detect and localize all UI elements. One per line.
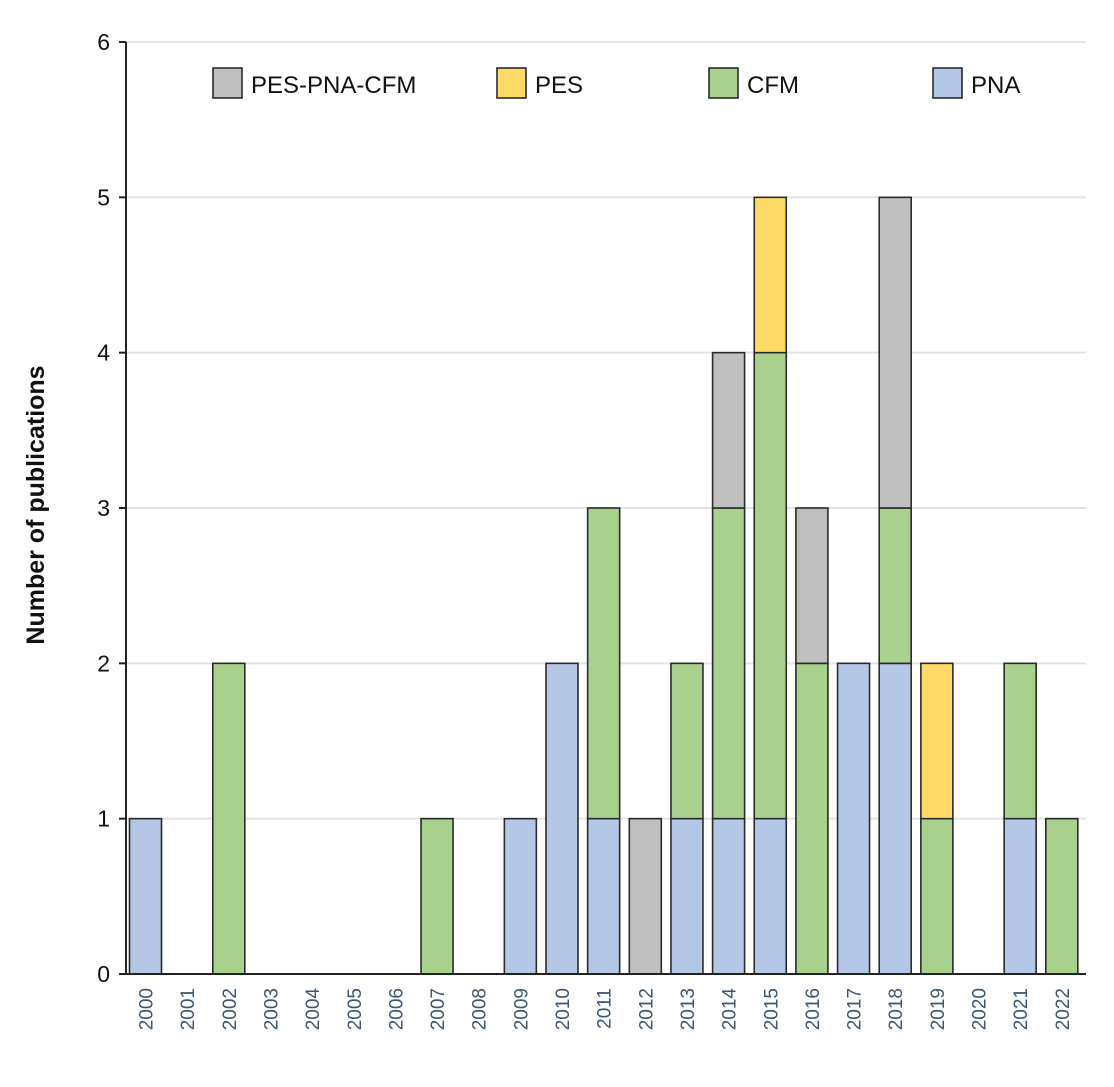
bar-2019-pes xyxy=(920,662,954,820)
bar-2015-pna xyxy=(753,817,788,975)
legend-swatch-pna xyxy=(932,67,963,99)
x-tick-label-2019: 2019 xyxy=(928,988,949,1030)
x-tick-label-2016: 2016 xyxy=(803,988,824,1030)
bar-2018-pna xyxy=(878,662,913,975)
x-tick-label-2021: 2021 xyxy=(1011,988,1032,1030)
x-tick-label-2011: 2011 xyxy=(595,988,616,1029)
x-tick-label-2007: 2007 xyxy=(428,988,449,1030)
x-tick-label-2013: 2013 xyxy=(678,988,699,1030)
bar-2016-cfm xyxy=(795,662,829,975)
x-tick-label-2014: 2014 xyxy=(720,988,741,1031)
legend-label-pna: PNA xyxy=(971,72,1020,99)
x-tick-label-2022: 2022 xyxy=(1053,988,1074,1030)
y-tick-label-5: 5 xyxy=(97,184,110,210)
x-tick-labels: 2000 2001 2002 2003 2004 2005 2006 2007 2008 2009… xyxy=(137,988,1074,1031)
x-tick-label-2009: 2009 xyxy=(511,988,532,1030)
legend-swatch-cfm xyxy=(708,67,739,99)
bar-2002-cfm xyxy=(212,662,246,975)
bar-2009-pna xyxy=(503,817,538,975)
x-tick-label-2015: 2015 xyxy=(761,988,782,1030)
legend-item-pes-pna-cfm: PES-PNA-CFM xyxy=(212,67,416,99)
x-tick-label-2003: 2003 xyxy=(261,988,282,1030)
bar-2022-cfm xyxy=(1045,817,1079,975)
bar-2000-pna xyxy=(128,817,163,975)
bar-2016-pes-pna-cfm xyxy=(795,507,829,665)
legend-item-pna: PNA xyxy=(932,67,1020,99)
legend-swatch-pes xyxy=(496,67,527,99)
bar-2014-cfm xyxy=(711,507,746,820)
legend-item-pes: PES xyxy=(496,67,583,99)
x-tick-label-2006: 2006 xyxy=(386,988,407,1030)
bar-2010-pna xyxy=(545,662,579,975)
x-tick-label-2010: 2010 xyxy=(553,988,574,1030)
bar-2018-cfm xyxy=(878,507,913,665)
bar-2018-pes-pna-cfm xyxy=(878,196,913,509)
x-tick-label-2001: 2001 xyxy=(178,988,199,1030)
bar-2021-cfm xyxy=(1003,662,1037,820)
bar-2007-cfm xyxy=(420,817,454,975)
x-tick-label-2012: 2012 xyxy=(636,988,657,1030)
legend-swatch-pes-pna-cfm xyxy=(212,67,243,99)
bar-2013-cfm xyxy=(670,662,704,820)
y-tick-label-4: 4 xyxy=(97,340,110,366)
bar-2014-pes-pna-cfm xyxy=(711,351,746,509)
bar-2014-pna xyxy=(711,817,746,975)
y-tick-label-3: 3 xyxy=(97,495,110,521)
bar-2017-pna xyxy=(836,662,871,975)
bar-2011-pna xyxy=(586,817,621,975)
y-tick-label-0: 0 xyxy=(97,961,110,987)
x-tick-label-2017: 2017 xyxy=(845,988,866,1030)
bar-2019-cfm xyxy=(920,817,954,975)
bar-2012-pes-pna-cfm xyxy=(628,817,663,975)
legend-label-pes-pna-cfm: PES-PNA-CFM xyxy=(251,72,416,99)
legend-label-pes: PES xyxy=(535,72,583,99)
legend: PES-PNA-CFM PES CFM PNA xyxy=(212,67,1020,99)
y-tick-label-2: 2 xyxy=(97,650,110,676)
x-tick-label-2008: 2008 xyxy=(470,988,491,1030)
bar-2013-pna xyxy=(670,817,704,975)
y-axis-label: Number of publications xyxy=(22,365,50,644)
bar-2015-cfm xyxy=(753,351,788,820)
legend-label-cfm: CFM xyxy=(747,72,799,99)
bars xyxy=(128,196,1079,975)
legend-item-cfm: CFM xyxy=(708,67,799,99)
y-tick-label-1: 1 xyxy=(97,806,110,832)
bar-2015-pes xyxy=(753,196,788,354)
x-tick-label-2004: 2004 xyxy=(303,988,324,1031)
x-tick-label-2002: 2002 xyxy=(220,988,241,1030)
bar-2011-cfm xyxy=(586,507,621,820)
x-tick-label-2000: 2000 xyxy=(137,988,158,1030)
bar-2021-pna xyxy=(1003,817,1037,975)
x-tick-label-2018: 2018 xyxy=(886,988,907,1030)
x-tick-label-2020: 2020 xyxy=(970,988,991,1030)
y-tick-labels: 0 1 2 3 4 5 6 xyxy=(97,29,126,987)
y-tick-label-6: 6 xyxy=(97,29,110,55)
x-tick-label-2005: 2005 xyxy=(345,988,366,1030)
